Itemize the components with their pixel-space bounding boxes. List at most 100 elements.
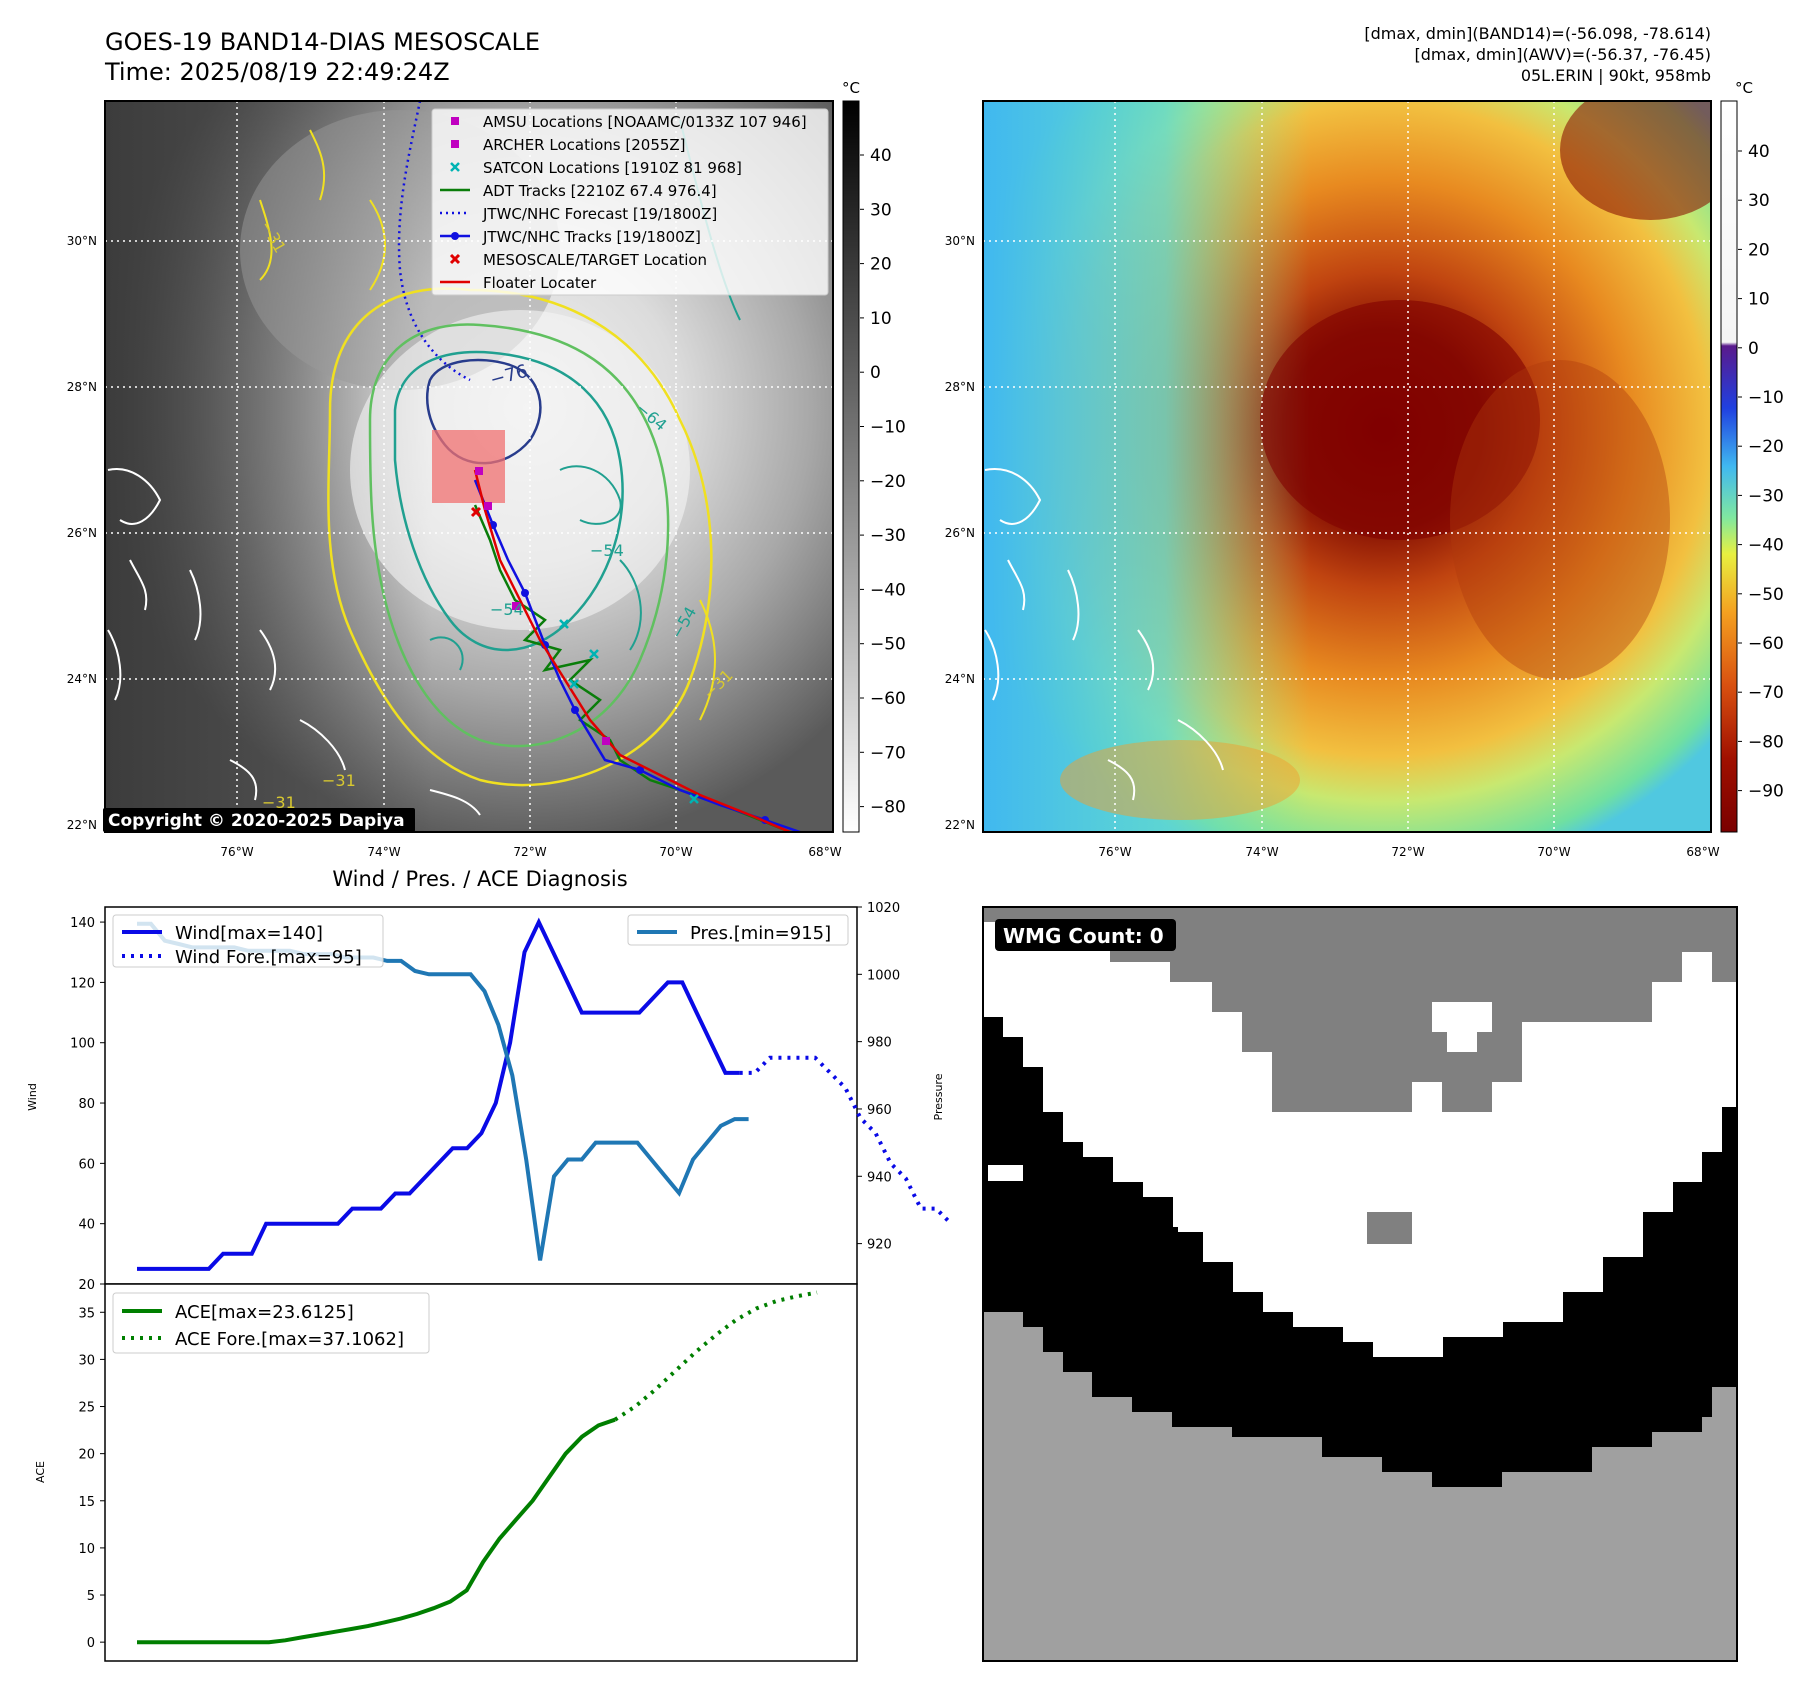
ace-fore-legend-label: ACE Fore.[max=37.1062]	[175, 1329, 404, 1350]
ace-ytick-label: 35	[78, 1306, 95, 1321]
ace-legend-label: ACE[max=23.6125]	[175, 1302, 354, 1323]
wind-ytick-label: 80	[78, 1097, 95, 1112]
awv-colorbar-tick-label: −60	[1748, 634, 1784, 654]
ir-colorbar-tick-label: 40	[870, 146, 892, 166]
r-lat-label-22: 22°N	[945, 818, 975, 832]
ir-colorbar-tick-label: −50	[870, 635, 906, 655]
lat-label-24: 24°N	[67, 672, 97, 686]
lat-label-22: 22°N	[67, 818, 97, 832]
ace-forecast-line	[613, 1290, 818, 1422]
pres-ytick-label: 1000	[867, 968, 900, 983]
legend-floater: Floater Locater	[483, 274, 597, 292]
ir-colorbar-tick-label: −70	[870, 743, 906, 763]
ir-colorbar-tick-label: −80	[870, 798, 906, 818]
target-x-marker	[470, 506, 482, 518]
contour-teal	[393, 350, 624, 652]
lat-label-26: 26°N	[67, 526, 97, 540]
ace-ytick-label: 10	[78, 1542, 95, 1557]
wmg-count-label: WMG Count: 0	[1003, 924, 1164, 948]
awv-colorbar-tick-label: −50	[1748, 585, 1784, 605]
r-lat-label-28: 28°N	[945, 380, 975, 394]
wmg-gray-top	[983, 907, 1737, 1112]
ir-colorbar: °C 40 30 20 10 0 −10 −20 −30 −40 −50 −60 −70 −80	[842, 79, 906, 833]
ir-colorbar-tick-label: −60	[870, 689, 906, 709]
wind-legend-label: Wind[max=140]	[175, 923, 323, 944]
wind-ytick-label: 100	[70, 1037, 95, 1052]
contour-label-54b: −54	[490, 600, 524, 619]
ir-colorbar-tick-label: 30	[870, 200, 892, 220]
r-lat-label-26: 26°N	[945, 526, 975, 540]
wind-legend: Wind[max=140] Wind Fore.[max=95]	[112, 914, 384, 968]
ace-ytick-label: 30	[78, 1353, 95, 1368]
wind-pres-chart: 140 120 100 80 60 40 20 1020 1000 980 960 940 920 W…	[26, 901, 953, 1293]
contour-label-54a: −54	[590, 541, 624, 560]
ace-line	[137, 1417, 616, 1645]
awv-colorbar-tick-label: −30	[1748, 486, 1784, 506]
awv-colorbar-tick-label: −10	[1748, 388, 1784, 408]
pres-ytick-label: 1020	[867, 901, 900, 916]
awv-colorbar-tick-label: −70	[1748, 683, 1784, 703]
pres-legend: Pres.[min=915]	[627, 914, 849, 946]
lon-label-70: 70°W	[659, 845, 692, 859]
legend-jtwc: JTWC/NHC Tracks [19/1800Z]	[482, 228, 701, 246]
ir-colorbar-tick-label: 10	[870, 309, 892, 329]
ir-colorbar-tick-label: −30	[870, 526, 906, 546]
awv-colorbar-tick-label: −40	[1748, 536, 1784, 556]
r-lon-label-72: 72°W	[1391, 845, 1424, 859]
contour-label-31b: −31	[322, 771, 356, 790]
wind-ytick-label: 20	[78, 1278, 95, 1293]
ir-colorbar-tick-label: −10	[870, 418, 906, 438]
awv-colorbar-tick-label: −90	[1748, 782, 1784, 802]
awv-colorbar: °C 40 30 20 10 0 −10 −20 −30 −40 −50 −60 −70 −80 −90	[1720, 79, 1784, 833]
r-lon-label-68: 68°W	[1686, 845, 1719, 859]
pres-ytick-label: 940	[867, 1170, 892, 1185]
wind-line	[137, 917, 740, 1271]
contour-green	[368, 323, 670, 748]
ace-ylabel: ACE	[34, 1461, 47, 1483]
r-lon-label-70: 70°W	[1537, 845, 1570, 859]
legend-archer: ARCHER Locations [2055Z]	[483, 136, 686, 154]
pres-ytick-label: 920	[867, 1238, 892, 1253]
awv-map	[982, 100, 1712, 833]
ace-ytick-label: 20	[78, 1448, 95, 1463]
pres-ytick-label: 960	[867, 1103, 892, 1118]
ir-colorbar-tick-label: 20	[870, 255, 892, 275]
awv-colorbar-tick-label: −80	[1748, 732, 1784, 752]
lon-label-68: 68°W	[808, 845, 841, 859]
lon-label-76: 76°W	[220, 845, 253, 859]
legend-satcon: SATCON Locations [1910Z 81 968]	[483, 159, 742, 177]
ir-colorbar-unit: °C	[842, 79, 860, 97]
r-lat-label-30: 30°N	[945, 234, 975, 248]
lon-label-72: 72°W	[513, 845, 546, 859]
awv-colorbar-tick-label: 10	[1748, 290, 1770, 310]
ir-colorbar-tick-label: 0	[870, 363, 881, 383]
diagnosis-title: Wind / Pres. / ACE Diagnosis	[332, 867, 627, 891]
lat-label-28: 28°N	[67, 380, 97, 394]
r-lat-label-24: 24°N	[945, 672, 975, 686]
awv-colorbar-tick-label: 20	[1748, 240, 1770, 260]
ace-legend: ACE[max=23.6125] ACE Fore.[max=37.1062]	[112, 1292, 430, 1354]
pressure-ylabel: Pressure	[932, 1073, 945, 1120]
awv-colorbar-tick-label: 30	[1748, 191, 1770, 211]
wind-fore-legend-label: Wind Fore.[max=95]	[175, 947, 362, 968]
mesoscale-target-box	[432, 430, 505, 503]
r-lon-label-74: 74°W	[1245, 845, 1278, 859]
pres-ytick-label: 980	[867, 1036, 892, 1051]
main-title-line1: GOES-19 BAND14-DIAS MESOSCALE	[105, 28, 540, 56]
awv-colorbar-tick-label: 40	[1748, 142, 1770, 162]
ace-ytick-label: 5	[87, 1589, 95, 1604]
ace-ytick-label: 25	[78, 1401, 95, 1416]
wind-ytick-label: 40	[78, 1218, 95, 1233]
legend-amsu: AMSU Locations [NOAAMC/0133Z 107 946]	[483, 113, 807, 131]
wind-ylabel: Wind	[26, 1083, 39, 1111]
legend-forecast: JTWC/NHC Forecast [19/1800Z]	[482, 205, 717, 223]
ace-ytick-label: 0	[87, 1636, 95, 1651]
map-legend: AMSU Locations [NOAAMC/0133Z 107 946] AR…	[431, 108, 829, 296]
info-line2: [dmax, dmin](AWV)=(-56.37, -76.45)	[1414, 45, 1711, 64]
wind-ytick-label: 120	[70, 976, 95, 991]
ace-chart: 35 30 25 20 15 10 5 0 ACE ACE[max=23.6125] ACE …	[34, 1283, 858, 1662]
lon-label-74: 74°W	[367, 845, 400, 859]
wind-ytick-label: 140	[70, 916, 95, 931]
main-title-line2: Time: 2025/08/19 22:49:24Z	[104, 58, 450, 86]
awv-colorbar-unit: °C	[1735, 79, 1753, 97]
